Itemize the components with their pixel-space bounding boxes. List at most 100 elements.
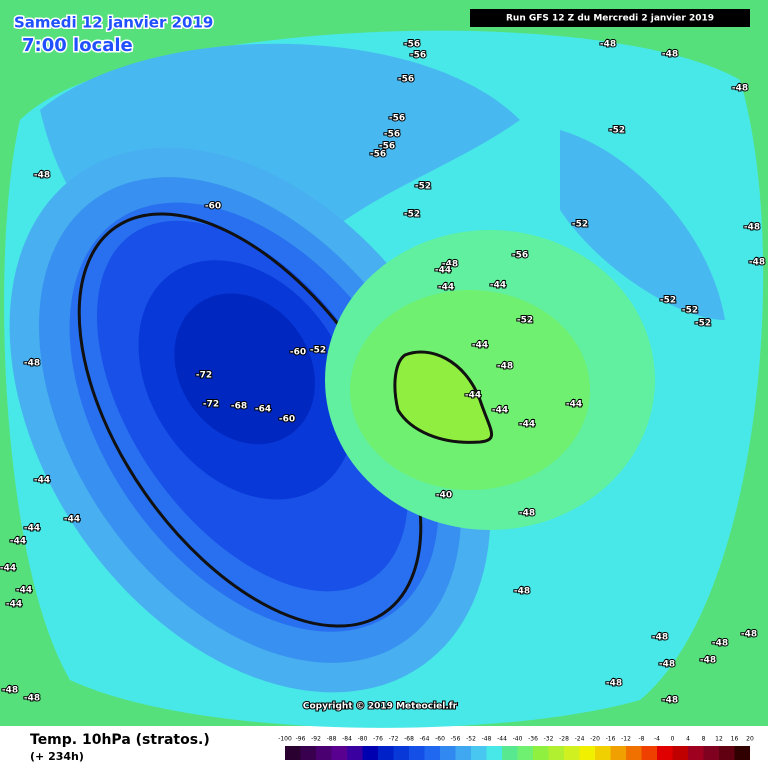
contour-label: -48 bbox=[662, 696, 678, 706]
contour-label: -56 bbox=[512, 251, 528, 261]
colorbar-cell bbox=[393, 746, 409, 760]
contour-label: -44 bbox=[566, 400, 582, 410]
colorbar-tick: -88 bbox=[327, 736, 337, 743]
colorbar-cell bbox=[502, 746, 518, 760]
run-box bbox=[470, 9, 750, 27]
contour-label: -52 bbox=[415, 182, 431, 192]
colorbar-tick: -8 bbox=[639, 736, 645, 743]
colorbar-tick: -84 bbox=[342, 736, 352, 743]
contour-label: -56 bbox=[410, 51, 426, 61]
colorbar-tick: -32 bbox=[544, 736, 554, 743]
contour-label: -48 bbox=[712, 639, 728, 649]
colorbar-cell bbox=[734, 746, 750, 760]
colorbar-cell bbox=[533, 746, 549, 760]
contour-label: -52 bbox=[695, 319, 711, 329]
date: Samedi 12 janvier 2019 bbox=[14, 14, 213, 32]
contour-label: -48 bbox=[652, 633, 668, 643]
contour-label: -60 bbox=[290, 348, 306, 358]
contour-label: -44 bbox=[492, 406, 508, 416]
labels: -56-56-56-56-56-56-56-48-48-48-48-48-48-… bbox=[0, 39, 766, 707]
colorbar-cell bbox=[610, 746, 626, 760]
contour-label: -48 bbox=[519, 509, 535, 519]
contour-label: -48 bbox=[700, 656, 716, 666]
colorbar-cell bbox=[641, 746, 657, 760]
colorbar-tick: 16 bbox=[731, 736, 739, 743]
colorbar-tick: -4 bbox=[654, 736, 660, 743]
contour-label: -52 bbox=[609, 126, 625, 136]
colorbar-cell bbox=[672, 746, 688, 760]
colorbar-cell bbox=[440, 746, 456, 760]
colorbar-tick: -44 bbox=[497, 736, 507, 743]
contour-label: -56 bbox=[370, 150, 386, 160]
colorbar-tick: -56 bbox=[451, 736, 461, 743]
contour-label: -52 bbox=[572, 220, 588, 230]
contour-label: -48 bbox=[34, 171, 50, 181]
colorbar-cell bbox=[409, 746, 425, 760]
contour-label: -48 bbox=[442, 260, 458, 270]
contour-label: -48 bbox=[741, 630, 757, 640]
contour-label: -48 bbox=[659, 660, 675, 670]
colorbar-tick: -52 bbox=[466, 736, 476, 743]
contour-label: -72 bbox=[196, 371, 212, 381]
contour-label: -48 bbox=[600, 40, 616, 50]
colorbar-cell bbox=[548, 746, 564, 760]
colorbar-tick: -20 bbox=[590, 736, 600, 743]
contour-label: -52 bbox=[682, 306, 698, 316]
contour-label: -48 bbox=[744, 223, 760, 233]
contour-label: -52 bbox=[660, 296, 676, 306]
contour-label: -44 bbox=[10, 537, 26, 547]
colorbar-tick: -64 bbox=[420, 736, 430, 743]
contour-label: -48 bbox=[497, 362, 513, 372]
colorbar: -100 -96 -92 -88 -84 -80 -76 -72 -68 -64 -60 -56 -52… bbox=[278, 736, 754, 760]
contour-label: -48 bbox=[24, 359, 40, 369]
contour-label: -44 bbox=[6, 600, 22, 610]
colorbar-tick: 20 bbox=[746, 736, 754, 743]
colorbar-tick: -92 bbox=[311, 736, 321, 743]
colorbar-tick: 4 bbox=[686, 736, 690, 743]
layer bbox=[174, 293, 315, 445]
contour-label: -56 bbox=[384, 130, 400, 140]
colorbar-cell bbox=[517, 746, 533, 760]
contour-label: -44 bbox=[465, 391, 481, 401]
colorbar-tick: -40 bbox=[513, 736, 523, 743]
contour-label: -44 bbox=[0, 564, 16, 574]
colorbar-cell bbox=[657, 746, 673, 760]
colorbar-cell bbox=[703, 746, 719, 760]
contour-label: -56 bbox=[389, 114, 405, 124]
colorbar-tick: -72 bbox=[389, 736, 399, 743]
colorbar-cell bbox=[331, 746, 347, 760]
colorbar-tick: -76 bbox=[373, 736, 383, 743]
contour-label: -40 bbox=[436, 491, 452, 501]
colorbar-tick: -16 bbox=[606, 736, 616, 743]
contour-label: -48 bbox=[606, 679, 622, 689]
colorbar-cell bbox=[486, 746, 502, 760]
contour-label: -44 bbox=[24, 524, 40, 534]
contour-label: -44 bbox=[519, 420, 535, 430]
colorbar-tick: -12 bbox=[621, 736, 631, 743]
colorbar-cell bbox=[564, 746, 580, 760]
run: Run GFS 12 Z du Mercredi 2 janvier 2019 bbox=[506, 14, 714, 24]
contour-label: -56 bbox=[379, 142, 395, 152]
contour-label: -48 bbox=[24, 694, 40, 704]
contour-label: -64 bbox=[255, 405, 271, 415]
copyright: Copyright © 2019 Meteociel.fr bbox=[303, 702, 458, 712]
colorbar-cell bbox=[285, 746, 301, 760]
colorbar-tick: -100 bbox=[278, 736, 292, 743]
colorbar-tick: 8 bbox=[702, 736, 706, 743]
colorbar-cell bbox=[471, 746, 487, 760]
colorbar-tick: -80 bbox=[358, 736, 368, 743]
colorbar-cell bbox=[378, 746, 394, 760]
colorbar-tick: 0 bbox=[671, 736, 675, 743]
colorbar-cell bbox=[424, 746, 440, 760]
colorbar-cell bbox=[719, 746, 735, 760]
contour-label: -44 bbox=[438, 283, 454, 293]
colorbar-cell bbox=[688, 746, 704, 760]
contour-label: -48 bbox=[514, 587, 530, 597]
contour-label: -68 bbox=[231, 402, 247, 412]
colorbar-tick: 12 bbox=[715, 736, 723, 743]
contour-label: -60 bbox=[205, 202, 221, 212]
colorbar-tick: -48 bbox=[482, 736, 492, 743]
colorbar-cell bbox=[362, 746, 378, 760]
contour-label: -72 bbox=[203, 400, 219, 410]
